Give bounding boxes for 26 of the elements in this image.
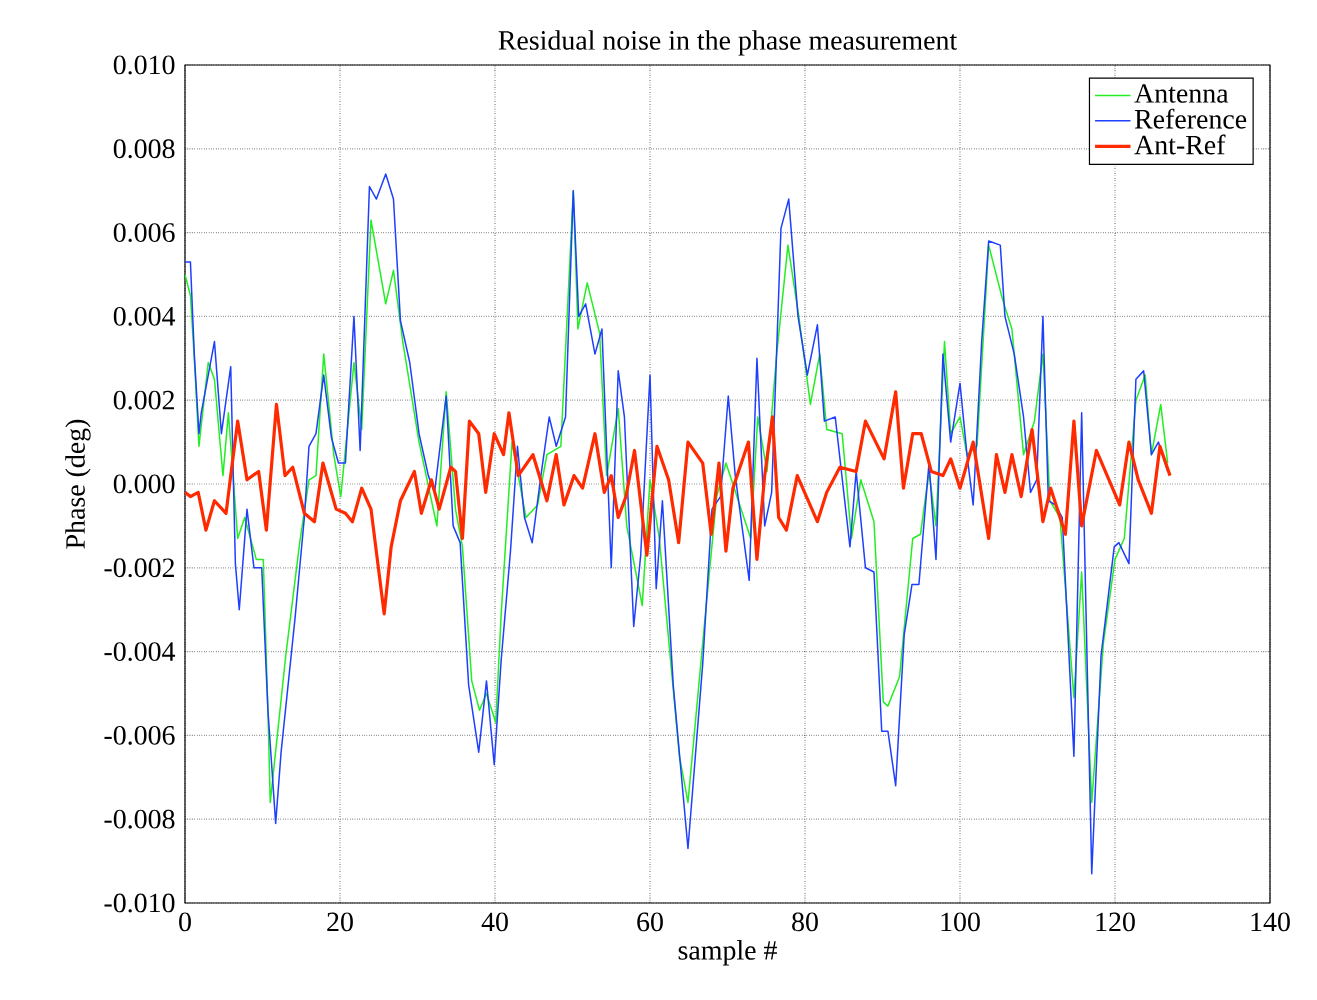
y-tick-label: 0.002 — [113, 390, 174, 410]
x-tick-label: 80 — [792, 912, 818, 932]
y-tick-label: 0.010 — [113, 55, 175, 75]
y-tick-label: 0.006 — [113, 223, 175, 243]
legend-label: Antenna — [1134, 84, 1229, 103]
legend-label: Reference — [1134, 108, 1247, 129]
x-tick-label: 100 — [941, 912, 980, 932]
chart-title: Residual noise in the phase measurement — [498, 30, 958, 56]
y-tick-label: -0.006 — [104, 725, 175, 745]
x-tick-label: 120 — [1096, 912, 1135, 932]
x-tick-label: 0 — [179, 912, 191, 932]
y-tick-label: 0.000 — [113, 474, 175, 494]
x-tick-label: 40 — [481, 912, 508, 932]
line-series — [185, 390, 1172, 616]
x-tick-label: 60 — [637, 912, 663, 932]
y-tick-label: -0.010 — [104, 893, 175, 913]
y-tick-label: 0.008 — [113, 139, 175, 159]
y-axis-title: Phase (deg) — [65, 419, 91, 549]
y-tick-label: 0.004 — [113, 306, 176, 326]
y-tick-label: -0.008 — [104, 809, 175, 829]
y-tick-label: -0.002 — [104, 558, 174, 578]
x-tick-label: 20 — [327, 912, 353, 932]
y-tick-label: -0.004 — [104, 642, 176, 662]
legend-label: Ant-Ref — [1134, 134, 1226, 155]
x-axis-title: sample # — [678, 940, 777, 966]
x-tick-label: 140 — [1251, 912, 1290, 932]
